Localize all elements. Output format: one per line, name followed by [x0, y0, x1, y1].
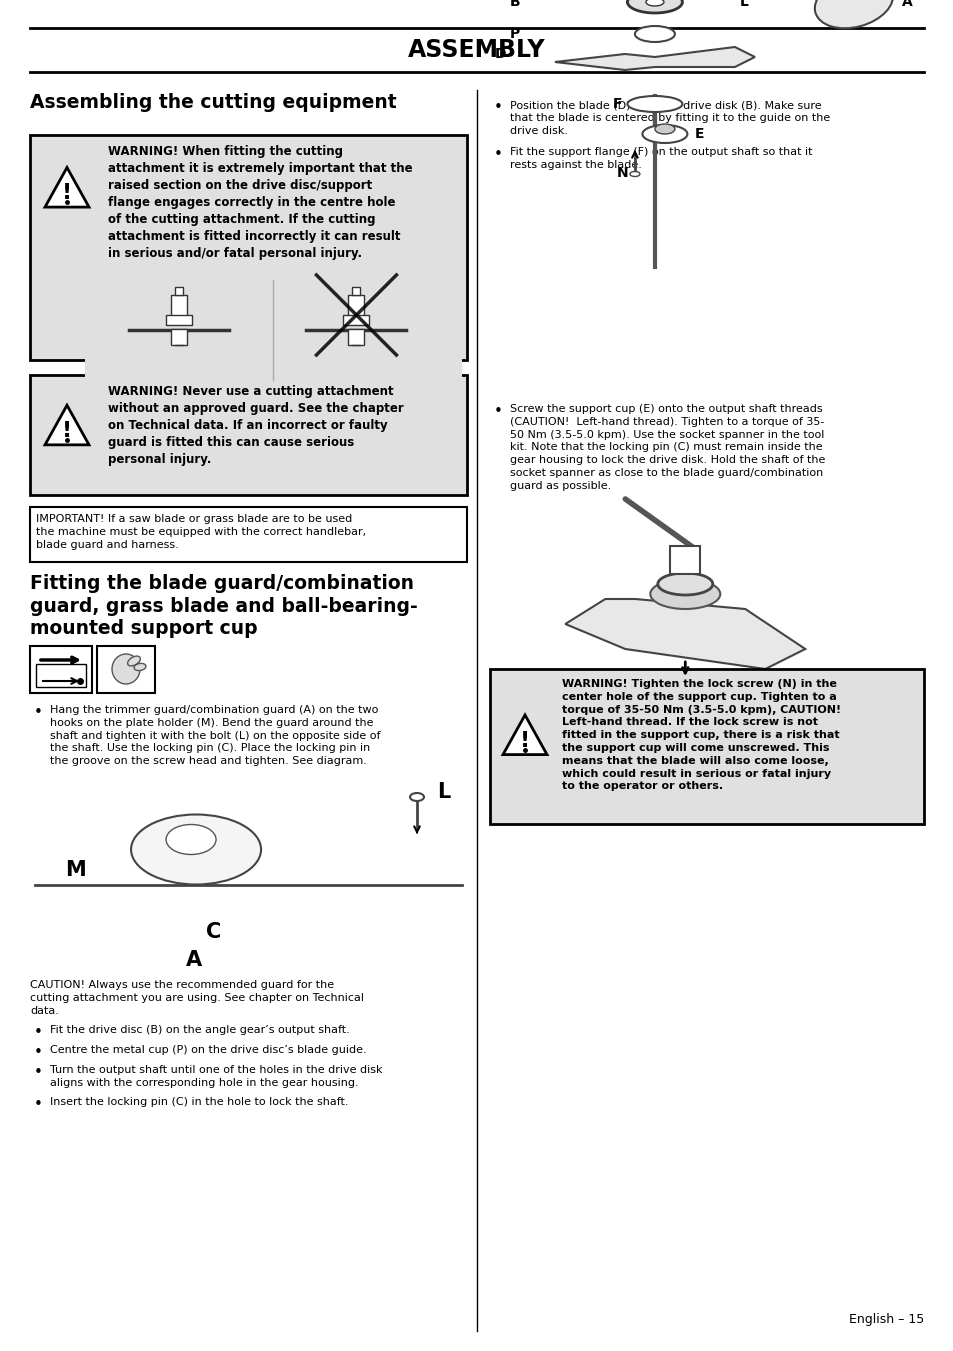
Text: D: D — [495, 47, 506, 61]
Text: •: • — [494, 404, 502, 419]
Text: N: N — [617, 166, 628, 180]
Ellipse shape — [112, 654, 140, 684]
Ellipse shape — [131, 815, 261, 885]
Text: Centre the metal cup (P) on the drive disc’s blade guide.: Centre the metal cup (P) on the drive di… — [50, 1046, 366, 1055]
Text: Position the blade (D) with the drive disk (B). Make sure
that the blade is cent: Position the blade (D) with the drive di… — [510, 100, 829, 135]
Text: L: L — [740, 0, 748, 9]
Ellipse shape — [166, 824, 215, 854]
Text: WARNING! Never use a cutting attachment
without an approved guard. See the chapt: WARNING! Never use a cutting attachment … — [108, 385, 403, 466]
Text: Insert the locking pin (C) in the hole to lock the shaft.: Insert the locking pin (C) in the hole t… — [50, 1097, 348, 1106]
Bar — [30, 646, 91, 693]
Text: •: • — [34, 1065, 43, 1079]
Ellipse shape — [814, 0, 892, 28]
Text: M: M — [65, 859, 86, 880]
Text: Turn the output shaft until one of the holes in the drive disk
aligns with the c: Turn the output shaft until one of the h… — [50, 1065, 382, 1088]
Bar — [30, 376, 467, 494]
Bar — [36, 663, 86, 688]
Text: B: B — [510, 0, 520, 9]
Text: F: F — [612, 97, 621, 111]
Bar — [348, 330, 364, 345]
Bar — [97, 646, 154, 693]
Ellipse shape — [645, 0, 663, 5]
Text: CAUTION! Always use the recommended guard for the
cutting attachment you are usi: CAUTION! Always use the recommended guar… — [30, 979, 364, 1016]
Text: IMPORTANT! If a saw blade or grass blade are to be used
the machine must be equi: IMPORTANT! If a saw blade or grass blade… — [36, 513, 366, 550]
Text: A: A — [186, 950, 202, 970]
Polygon shape — [502, 715, 546, 755]
Bar — [175, 286, 183, 295]
Ellipse shape — [627, 96, 681, 112]
Text: Fit the support flange (F) on the output shaft so that it
rests against the blad: Fit the support flange (F) on the output… — [510, 147, 812, 170]
Bar — [172, 295, 187, 317]
Bar — [670, 546, 700, 574]
Ellipse shape — [650, 580, 720, 609]
Ellipse shape — [629, 172, 639, 177]
Bar — [172, 330, 187, 345]
Polygon shape — [555, 47, 754, 70]
Text: WARNING! When fitting the cutting
attachment it is extremely important that the
: WARNING! When fitting the cutting attach… — [108, 145, 413, 259]
Ellipse shape — [410, 793, 423, 801]
Text: •: • — [34, 705, 43, 720]
Bar — [85, 280, 461, 380]
Ellipse shape — [627, 0, 681, 14]
Ellipse shape — [635, 26, 674, 42]
Text: Screw the support cup (E) onto the output shaft threads
(CAUTION!  Left-hand thr: Screw the support cup (E) onto the outpu… — [510, 404, 824, 490]
Text: •: • — [34, 1097, 43, 1112]
Bar — [490, 669, 923, 824]
Text: English – 15: English – 15 — [848, 1313, 923, 1325]
Polygon shape — [45, 168, 89, 207]
Text: C: C — [206, 921, 221, 942]
Text: •: • — [34, 1025, 43, 1040]
Text: L: L — [436, 782, 450, 802]
Text: A: A — [901, 0, 912, 9]
Bar — [30, 507, 467, 562]
Text: •: • — [494, 147, 502, 162]
Text: !: ! — [62, 422, 72, 440]
Text: WARNING! Tighten the lock screw (N) in the
center hole of the support cup. Tight: WARNING! Tighten the lock screw (N) in t… — [561, 680, 841, 792]
Text: E: E — [694, 127, 703, 141]
Ellipse shape — [134, 663, 146, 670]
Polygon shape — [45, 405, 89, 444]
Text: !: ! — [519, 731, 530, 751]
Text: Fit the drive disc (B) on the angle gear’s output shaft.: Fit the drive disc (B) on the angle gear… — [50, 1025, 350, 1035]
Bar — [166, 315, 193, 326]
Polygon shape — [565, 598, 804, 669]
Bar — [348, 295, 364, 317]
Text: •: • — [34, 1046, 43, 1061]
Text: ASSEMBLY: ASSEMBLY — [408, 38, 545, 62]
Bar — [352, 286, 360, 295]
Ellipse shape — [658, 573, 712, 594]
Ellipse shape — [654, 124, 674, 134]
Bar — [343, 315, 369, 326]
Text: Fitting the blade guard/combination
guard, grass blade and ball-bearing-
mounted: Fitting the blade guard/combination guar… — [30, 574, 417, 639]
Ellipse shape — [641, 126, 687, 143]
Text: P: P — [510, 27, 519, 41]
Text: !: ! — [62, 184, 72, 203]
Ellipse shape — [128, 657, 140, 666]
Text: •: • — [494, 100, 502, 115]
Bar — [30, 135, 467, 359]
Text: Hang the trimmer guard/combination guard (A) on the two
hooks on the plate holde: Hang the trimmer guard/combination guard… — [50, 705, 380, 766]
Text: Assembling the cutting equipment: Assembling the cutting equipment — [30, 93, 396, 112]
